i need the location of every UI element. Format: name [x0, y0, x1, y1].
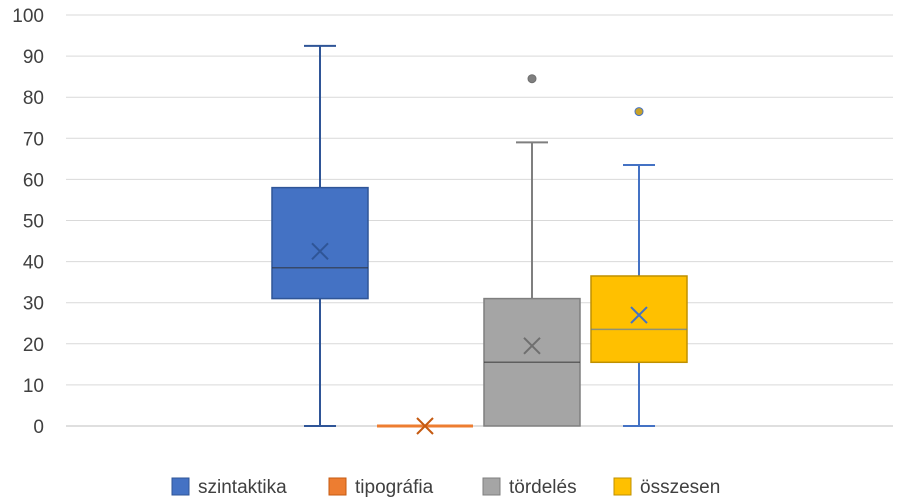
legend-swatch — [171, 477, 190, 496]
legend-swatch — [482, 477, 501, 496]
legend: szintaktika tipográfia tördelés összesen — [171, 477, 720, 498]
box-body — [271, 186, 369, 300]
y-tick-label: 90 — [23, 47, 44, 68]
legend-item-összesen: összesen — [613, 477, 720, 498]
y-axis-tick-labels: 0 10 20 30 40 50 60 70 80 90 100 — [12, 6, 44, 438]
mean-marker — [416, 417, 434, 435]
legend-item-szintaktika: szintaktika — [171, 477, 287, 498]
outlier-point — [634, 107, 644, 117]
box-tördelés — [483, 74, 581, 427]
legend-item-tipográfia: tipográfia — [328, 477, 434, 498]
box-összesen — [590, 107, 688, 427]
mean-marker-stroke — [416, 417, 434, 435]
y-tick-label: 30 — [23, 294, 44, 315]
legend-label: tipográfia — [355, 477, 434, 498]
box-szintaktika — [271, 44, 369, 427]
y-tick-label: 50 — [23, 212, 44, 233]
box-tipográfia — [377, 417, 473, 435]
legend-label: összesen — [640, 477, 720, 498]
legend-label: szintaktika — [198, 477, 287, 498]
mean-marker — [523, 337, 541, 355]
legend-label: tördelés — [509, 477, 577, 498]
grid-lines — [66, 14, 893, 427]
y-tick-label: 40 — [23, 253, 44, 274]
box-body — [590, 275, 688, 364]
mean-marker — [311, 242, 329, 261]
mean-marker — [630, 306, 648, 324]
y-tick-label: 10 — [23, 376, 44, 397]
mean-marker-stroke — [523, 337, 541, 355]
legend-swatch — [328, 477, 347, 496]
mean-marker-stroke — [311, 242, 329, 261]
y-tick-label: 60 — [23, 170, 44, 191]
outlier-point — [527, 74, 537, 84]
y-tick-label: 80 — [23, 88, 44, 109]
legend-swatch — [613, 477, 632, 496]
y-tick-label: 20 — [23, 335, 44, 356]
legend-item-tördelés: tördelés — [482, 477, 577, 498]
box-series — [271, 44, 688, 435]
y-tick-label: 100 — [12, 6, 44, 27]
y-tick-label: 70 — [23, 129, 44, 150]
y-tick-label: 0 — [33, 417, 44, 438]
mean-marker-stroke — [630, 306, 648, 324]
